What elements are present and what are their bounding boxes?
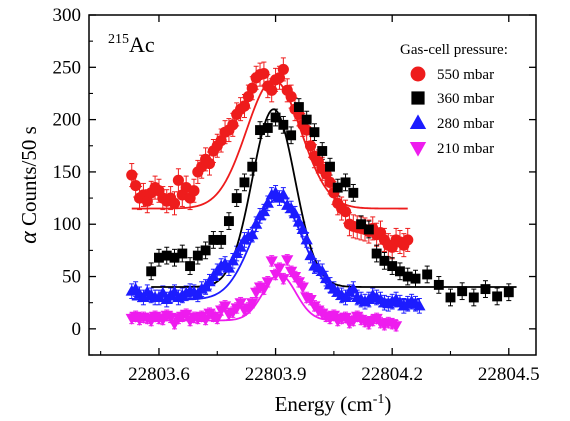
data-point-550-mbar [227, 119, 238, 130]
y-tick-label: 150 [53, 162, 82, 183]
data-point-360-mbar [185, 261, 195, 271]
data-point-360-mbar [457, 286, 467, 296]
x-tick-label: 22804.5 [478, 364, 540, 385]
legend-marker-360-mbar [411, 91, 424, 104]
data-point-360-mbar [341, 177, 351, 187]
data-point-360-mbar [309, 127, 319, 137]
y-tick-label: 50 [62, 267, 81, 288]
data-point-550-mbar [305, 140, 316, 151]
data-point-360-mbar [201, 245, 211, 255]
legend-title: Gas-cell pressure: [400, 42, 508, 58]
data-point-360-mbar [146, 266, 156, 276]
data-point-360-mbar [364, 225, 374, 235]
y-tick-label: 200 [53, 110, 82, 131]
y-tick-label: 100 [53, 214, 82, 235]
data-point-550-mbar [278, 64, 289, 75]
isotope-mass-number: 215 [108, 32, 129, 47]
y-axis-title-text: Counts/50 s [17, 126, 41, 231]
x-tick-label: 22803.6 [128, 364, 190, 385]
legend-marker-210-mbar [410, 142, 426, 157]
legend-marker-550-mbar [411, 67, 426, 82]
isotope-label: 215Ac [108, 32, 155, 57]
data-point-360-mbar [492, 291, 502, 301]
data-point-360-mbar [232, 193, 242, 203]
data-point-550-mbar [258, 68, 269, 79]
data-point-360-mbar [446, 293, 456, 303]
fit-curve-550-mbar [132, 80, 408, 209]
data-point-360-mbar [348, 188, 358, 198]
data-point-550-mbar [266, 85, 277, 96]
data-point-550-mbar [126, 169, 137, 180]
data-point-550-mbar [286, 91, 297, 102]
x-axis-title-close: ) [384, 392, 391, 416]
y-tick-label: 250 [53, 57, 82, 78]
data-point-360-mbar [411, 274, 421, 284]
data-point-550-mbar [169, 198, 180, 209]
y-tick-label: 0 [72, 319, 82, 340]
isotope-element: Ac [129, 32, 155, 57]
x-axis-title-text: Energy (cm [275, 392, 373, 416]
data-point-360-mbar [224, 216, 234, 226]
data-point-360-mbar [240, 177, 250, 187]
data-point-550-mbar [204, 158, 215, 169]
x-axis-title-superscript: -1 [373, 392, 385, 407]
legend-label-210-mbar: 210 mbar [437, 141, 494, 157]
data-point-360-mbar [278, 120, 288, 130]
legend-label-280-mbar: 280 mbar [437, 116, 494, 132]
legend-items: 550 mbar 360 mbar 280 mbar 210 mbar [410, 67, 494, 157]
data-point-360-mbar [263, 123, 273, 133]
data-point-360-mbar [481, 284, 491, 294]
data-point-360-mbar [294, 102, 304, 112]
legend-label-360-mbar: 360 mbar [437, 91, 494, 107]
legend-marker-280-mbar [410, 114, 426, 129]
data-point-360-mbar [325, 162, 335, 172]
data-point-280-mbar [304, 249, 316, 260]
y-axis-title-symbol: α [16, 231, 42, 244]
data-point-360-mbar [286, 130, 296, 140]
legend: Gas-cell pressure: 550 mbar 360 mbar 280 m… [400, 42, 508, 157]
data-point-360-mbar [504, 287, 514, 297]
data-point-360-mbar [247, 162, 257, 172]
data-point-360-mbar [422, 269, 432, 279]
axis-ticks: 0 50 100 150 200 250 300 22803.6 22803.9 22804.2 2… [53, 5, 540, 385]
data-point-360-mbar [302, 115, 312, 125]
data-point-550-mbar [188, 185, 199, 196]
data-point-550-mbar [247, 83, 258, 94]
data-point-360-mbar [434, 280, 444, 290]
data-point-360-mbar [216, 235, 226, 245]
y-axis-title: α Counts/50 s [16, 126, 42, 244]
y-tick-label: 300 [53, 5, 82, 26]
x-tick-label: 22804.2 [361, 364, 423, 385]
x-axis-title: Energy (cm-1) [275, 392, 392, 416]
data-point-550-mbar [340, 206, 351, 217]
data-point-360-mbar [177, 249, 187, 259]
data-point-550-mbar [130, 180, 141, 191]
data-point-360-mbar [469, 293, 479, 303]
data-point-550-mbar [402, 234, 413, 245]
x-tick-label: 22803.9 [245, 364, 307, 385]
legend-label-550-mbar: 550 mbar [437, 67, 494, 83]
data-point-360-mbar [317, 146, 327, 156]
